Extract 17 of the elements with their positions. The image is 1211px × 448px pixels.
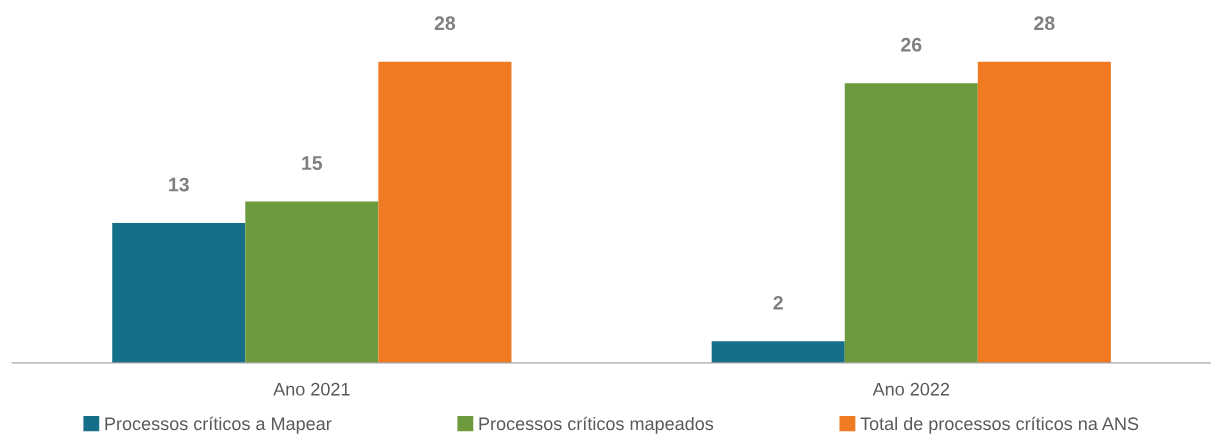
bar	[245, 201, 379, 363]
bar	[378, 61, 512, 363]
data-label: 28	[434, 16, 456, 31]
legend-label: Processos críticos mapeados	[479, 416, 714, 434]
data-label: 28	[1034, 16, 1055, 31]
bar	[844, 83, 978, 363]
x-tick-label: Ano 2021	[273, 382, 350, 396]
legend-label: Total de processos críticos na ANS	[860, 416, 1139, 434]
x-tick-label: Ano 2022	[872, 382, 950, 396]
legend-label: Processos críticos a Mapear	[105, 416, 332, 434]
data-label: 15	[302, 156, 323, 170]
bar	[977, 61, 1111, 363]
data-label: 2	[773, 295, 783, 310]
bar	[112, 223, 246, 363]
bar	[711, 341, 845, 363]
data-label: 26	[901, 37, 922, 52]
data-label: 13	[169, 177, 189, 192]
